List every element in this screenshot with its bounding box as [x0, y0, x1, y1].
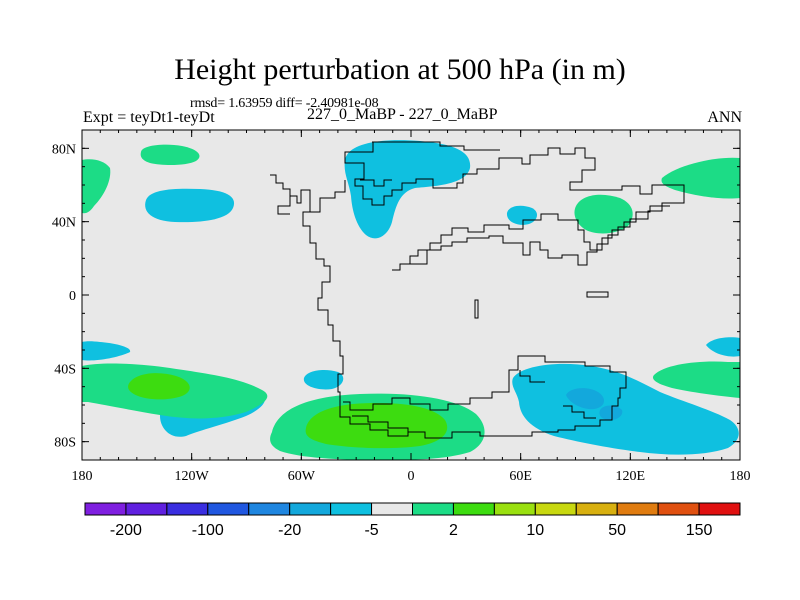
colorbar-label: -200 [110, 522, 142, 539]
colorbar-swatch [166, 502, 209, 516]
x-axis: 180 120W 60W 0 60E 120E 180 [72, 130, 751, 484]
contour-region [512, 363, 739, 455]
colorbar-swatch [207, 502, 250, 516]
x-tick-label: 60E [509, 469, 532, 484]
colorbar-label: 10 [526, 522, 544, 539]
contour-region [128, 373, 190, 400]
rmsd-label: rmsd= 1.63959 diff= -2.40981e-08 [190, 96, 379, 111]
contour-region [599, 405, 623, 421]
y-tick-label: 0 [69, 289, 76, 304]
season-label: ANN [707, 109, 742, 126]
colorbar-label: 50 [608, 522, 626, 539]
colorbar-swatch [616, 502, 659, 516]
map-frame: 80N 40N 0 40S 80S 180 120W 60W 0 60E 120E 180 [52, 129, 751, 484]
colorbar-label: -100 [192, 522, 224, 539]
colorbar-swatch [330, 502, 373, 516]
y-tick-label: 40S [54, 362, 76, 377]
continent-outlines [270, 141, 685, 439]
colorbar-swatch [534, 502, 577, 516]
contour-region [305, 403, 448, 449]
colorbar-swatch [575, 502, 618, 516]
contour-region [145, 188, 235, 223]
coastline [563, 405, 596, 419]
colorbar-label: -5 [364, 522, 378, 539]
colorbar-swatch [452, 502, 495, 516]
colorbar-swatch [657, 502, 700, 516]
coastline [392, 263, 410, 271]
colorbar-label: 2 [449, 522, 458, 539]
colorbar-swatch [248, 502, 291, 516]
y-axis: 80N 40N 0 40S 80S [52, 129, 740, 461]
colorbar-swatch [371, 502, 413, 516]
x-tick-label: 180 [72, 469, 93, 484]
contour-region [566, 388, 604, 410]
coastline [360, 179, 392, 187]
x-tick-label: 120W [175, 469, 210, 484]
colorbar: -200 -100 -20 -5 2 10 50 150 [84, 502, 741, 539]
contour-region [82, 159, 111, 214]
coastline [586, 291, 609, 298]
map-title: Height perturbation at 500 hPa (in m) [174, 53, 626, 86]
coastline [277, 196, 291, 215]
contour-region [652, 361, 740, 398]
colorbar-swatch [493, 502, 536, 516]
expt-label: Expt = teyDt1-teyDt [83, 109, 215, 126]
coastline [344, 142, 685, 266]
coastline [474, 299, 479, 319]
case-label: 227_0_MaBP - 227_0_MaBP [307, 106, 498, 123]
coastline [372, 141, 500, 151]
contour-region [140, 144, 200, 166]
colorbar-label: 150 [686, 522, 713, 539]
y-tick-label: 80S [54, 436, 76, 451]
contour-region [574, 194, 633, 234]
contour-region [82, 341, 131, 361]
colorbar-swatch [698, 502, 741, 516]
y-tick-label: 40N [52, 216, 76, 231]
contour-region [661, 157, 740, 199]
contour-fill-layer [82, 140, 740, 460]
x-tick-label: 60W [288, 469, 316, 484]
contour-region [706, 337, 740, 357]
coastline [352, 415, 409, 432]
x-tick-label: 120E [616, 469, 646, 484]
coastline [519, 370, 545, 383]
colorbar-label: -20 [278, 522, 301, 539]
colorbar-swatch [125, 502, 168, 516]
colorbar-swatch [84, 502, 127, 516]
contour-region [344, 140, 471, 239]
contour-region [303, 370, 344, 390]
x-tick-label: 180 [730, 469, 751, 484]
colorbar-swatch [412, 502, 454, 516]
colorbar-swatch [289, 502, 332, 516]
x-tick-label: 0 [408, 469, 415, 484]
y-tick-label: 80N [52, 142, 76, 157]
coastline [310, 180, 346, 213]
coastline [270, 174, 627, 439]
